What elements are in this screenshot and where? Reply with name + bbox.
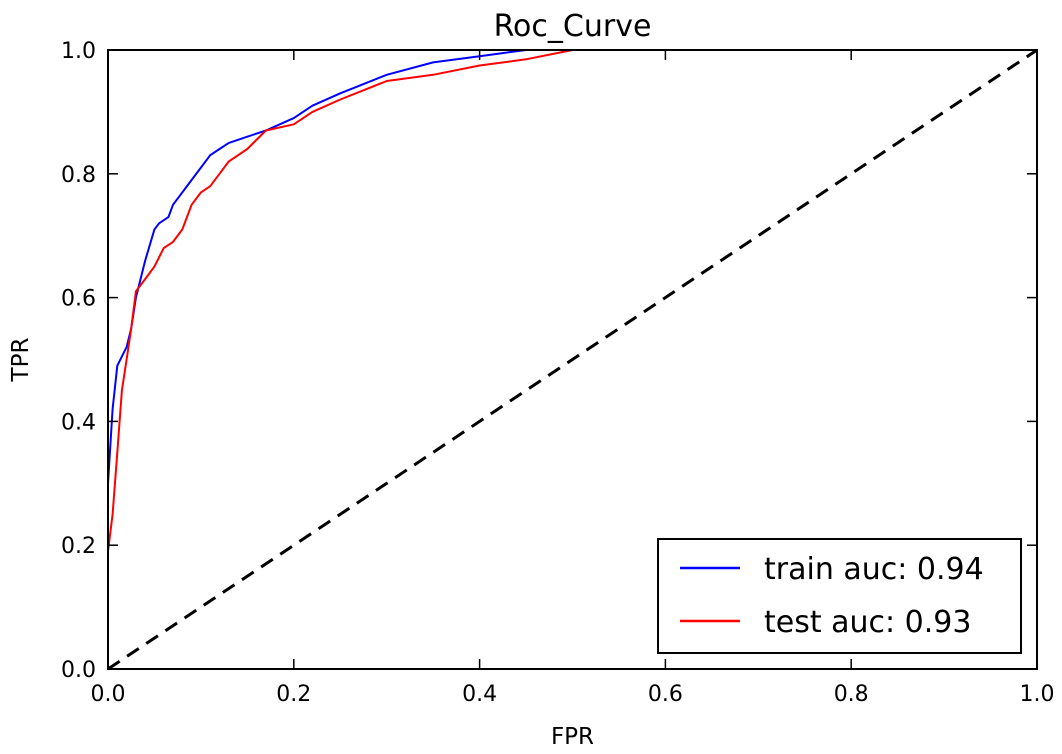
y-tick-label: 0.6 [61,287,96,312]
legend-label-train: train auc: 0.94 [764,552,984,587]
x-tick-label: 0.8 [834,682,869,707]
y-tick-label: 1.0 [61,39,96,64]
x-axis-label: FPR [551,724,594,750]
curves-layer [107,48,1038,671]
legend: train auc: 0.94 test auc: 0.93 [657,538,1022,654]
diagonal-reference-line [107,48,1038,671]
series-line-test [107,49,1037,669]
y-axis-label: TPR [8,338,34,383]
x-tick-label: 0.6 [648,682,683,707]
chart-title: Roc_Curve [494,9,652,44]
x-tick-label: 0.4 [462,682,497,707]
x-tick-label: 0.0 [91,682,126,707]
axes-layer: 0.0 0.2 0.4 0.6 0.8 1.0 0.0 0.2 0.4 0.6 0.8 1.0 [61,39,1055,707]
x-tick-label: 1.0 [1020,682,1055,707]
legend-label-test: test auc: 0.93 [764,605,971,640]
x-tick-label: 0.2 [276,682,311,707]
y-tick-label: 0.4 [61,410,96,435]
y-tick-label: 0.8 [61,163,96,188]
y-tick-label: 0.0 [61,658,96,683]
legend-box [657,538,1022,654]
plot-frame [107,49,1038,670]
y-tick-label: 0.2 [61,534,96,559]
